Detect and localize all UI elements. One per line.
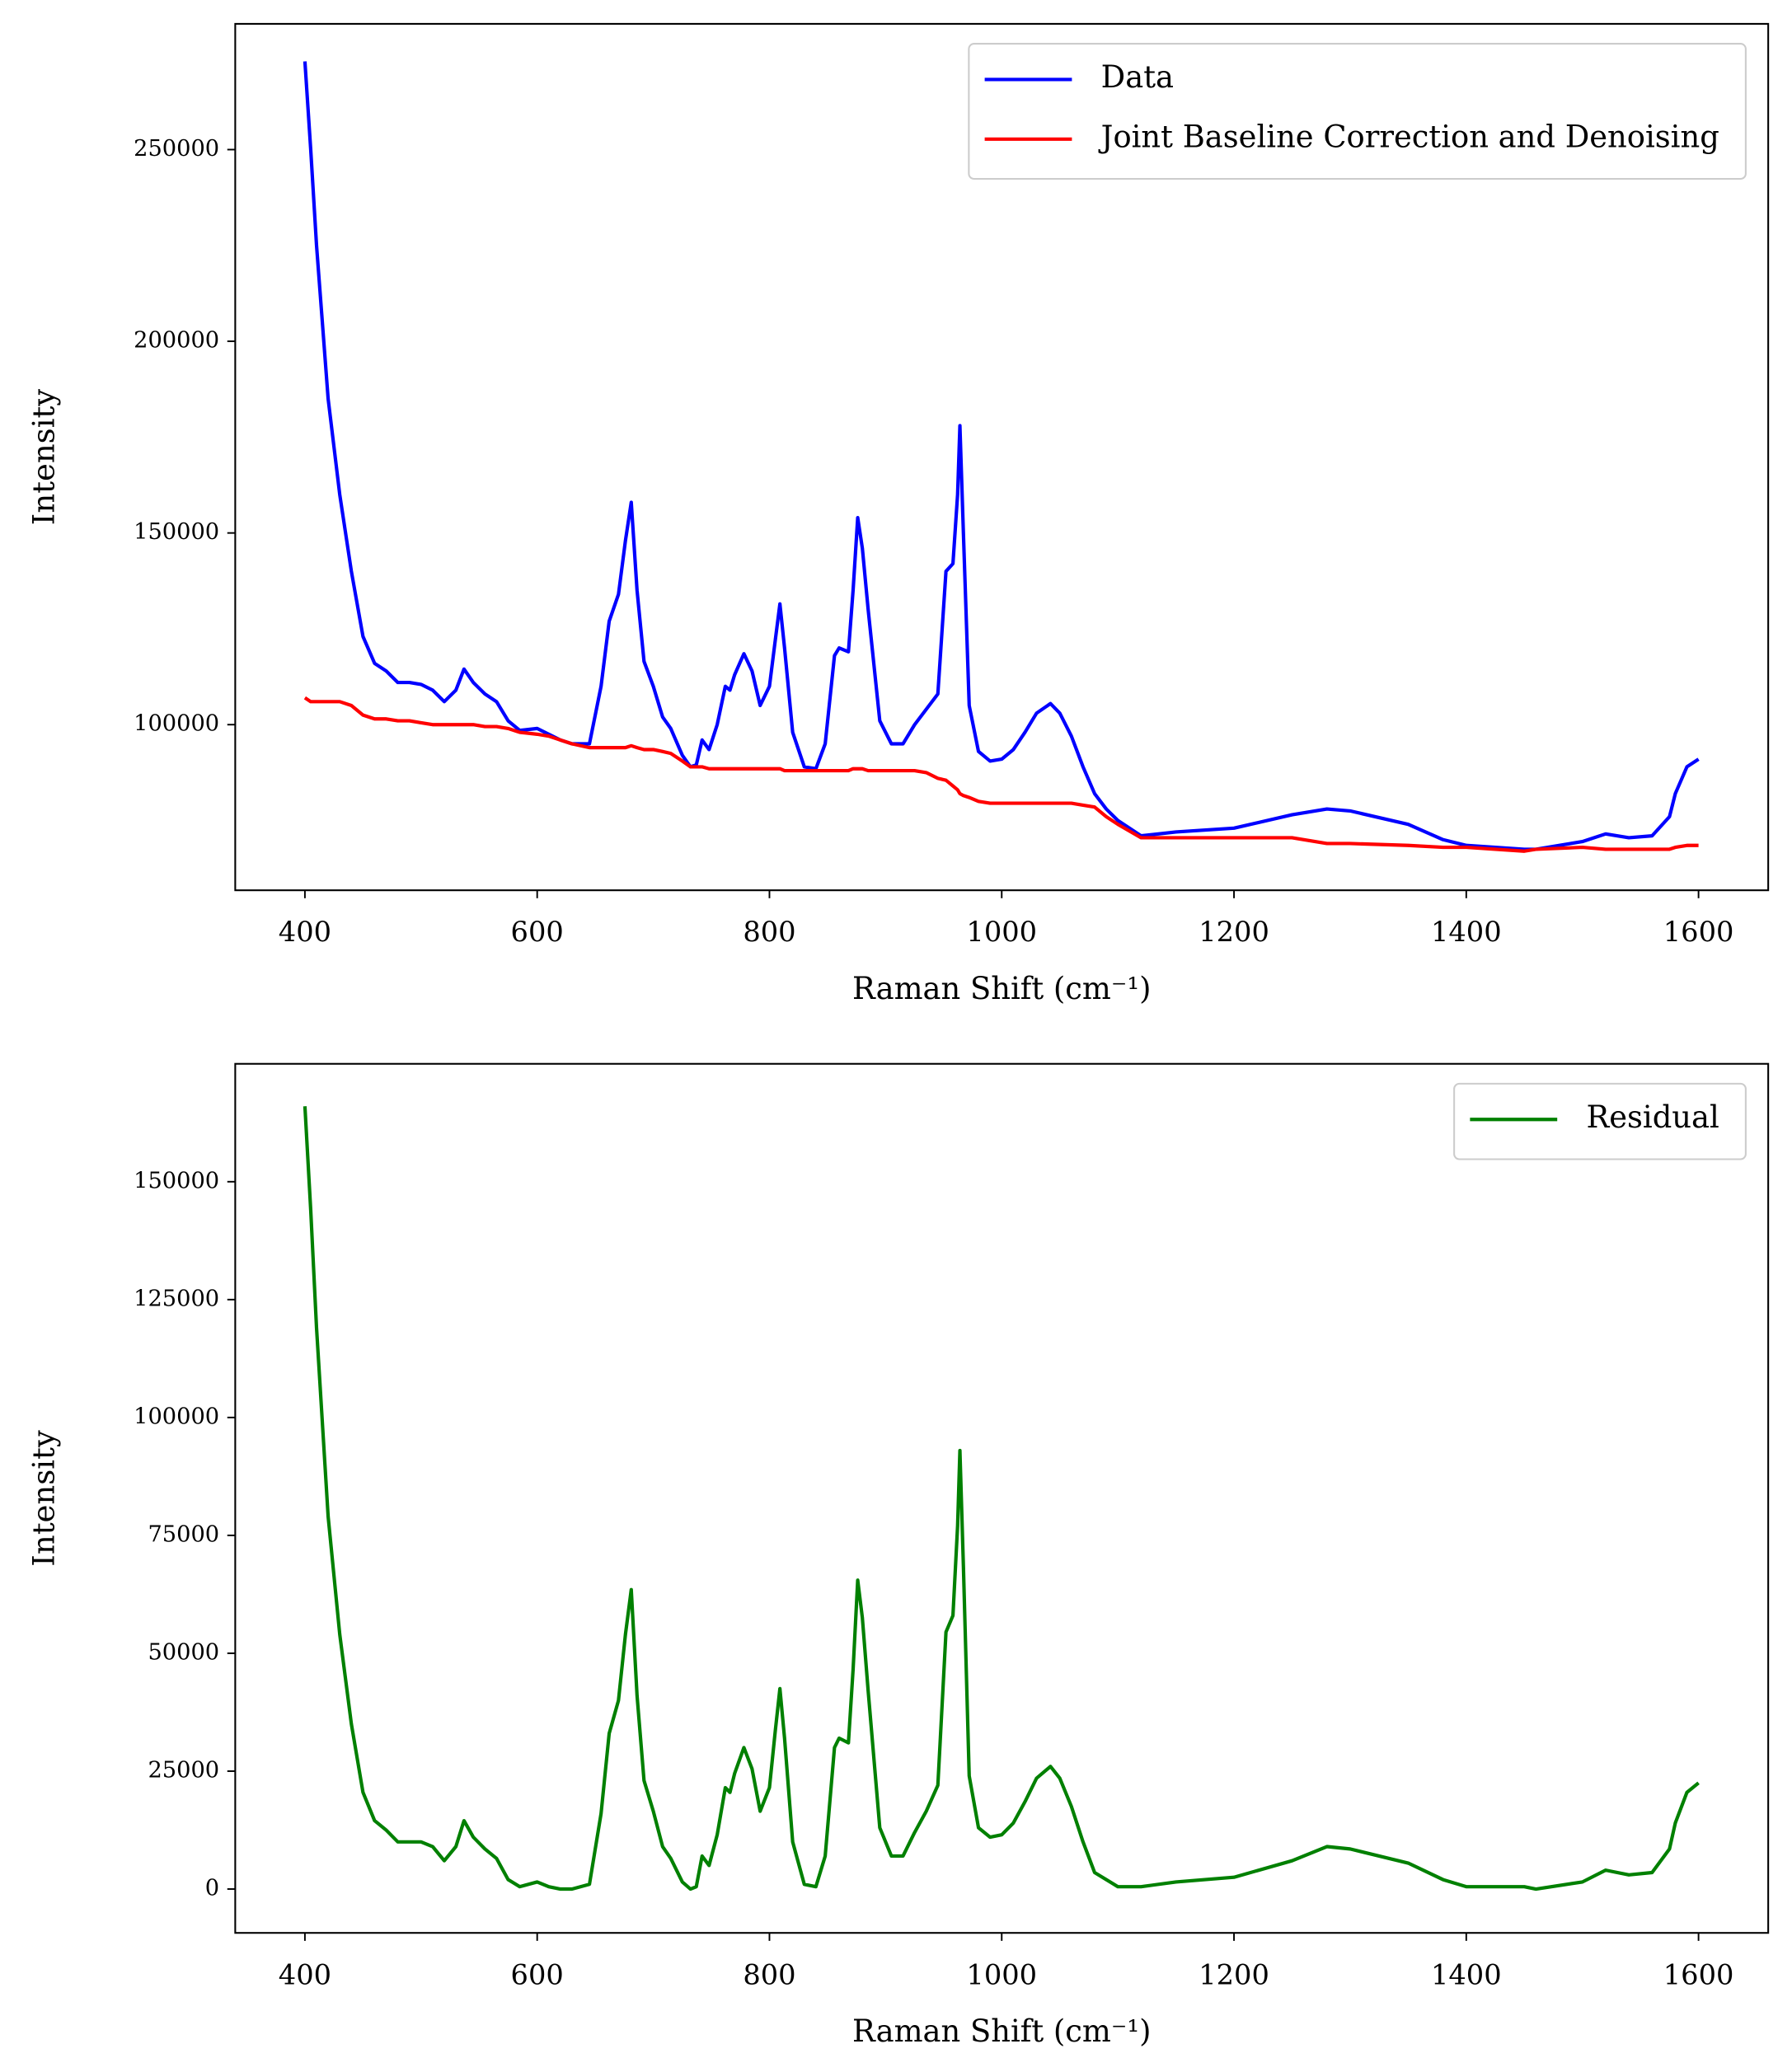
legend: Residual [1453,1082,1747,1160]
y-axis-label: Intensity [26,389,62,526]
plot-frame [234,22,1770,892]
x-tick-label: 1400 [1431,1958,1502,1990]
x-tick-label: 1200 [1199,1958,1269,1990]
y-tick-label: 150000 [134,519,219,545]
x-tick-label: 400 [279,916,331,948]
y-tick-label: 0 [205,1875,219,1901]
x-tick-label: 1400 [1431,916,1502,948]
x-tick-label: 600 [511,916,564,948]
x-tick-label: 600 [511,1958,564,1990]
y-tick-label: 200000 [134,328,219,354]
data-line [303,696,1699,853]
data-line [303,61,1700,851]
legend-frame [968,42,1747,180]
y-tick-label: 50000 [148,1639,219,1665]
data-line [303,1106,1700,1892]
x-tick-label: 1200 [1199,916,1269,948]
x-tick-label: 1000 [966,916,1037,948]
x-tick-label: 800 [743,916,795,948]
x-tick-label: 400 [279,1958,331,1990]
x-tick-label: 1000 [966,1958,1037,1990]
y-tick-label: 125000 [134,1286,219,1311]
x-tick-label: 800 [743,1958,795,1990]
x-tick-label: 1600 [1663,916,1734,948]
legend: Data Joint Baseline Correction and Denois… [968,42,1747,180]
y-tick-label: 100000 [134,1404,219,1429]
y-tick-label: 100000 [134,711,219,737]
y-tick-label: 150000 [134,1168,219,1193]
y-axis-label: Intensity [26,1430,62,1567]
x-tick-label: 1600 [1663,1958,1734,1990]
plot-frame [234,1062,1770,1934]
x-axis-label: Raman Shift (cm⁻¹) [852,971,1151,1006]
legend-label: Data [1101,59,1174,95]
legend-frame [1453,1082,1747,1160]
y-tick-label: 25000 [148,1757,219,1783]
chart: 400 600 800 1000 1200 1400 1600 0 25000 50000 7500… [26,1062,1770,2049]
legend-label: Residual [1586,1099,1719,1135]
y-tick-label: 250000 [134,136,219,162]
y-tick-label: 75000 [148,1521,219,1547]
x-axis-label: Raman Shift (cm⁻¹) [852,2013,1151,2049]
chart: 400 600 800 1000 1200 1400 1600 100000 150000 200… [26,22,1770,1006]
legend-label: Joint Baseline Correction and Denoising [1098,119,1719,154]
